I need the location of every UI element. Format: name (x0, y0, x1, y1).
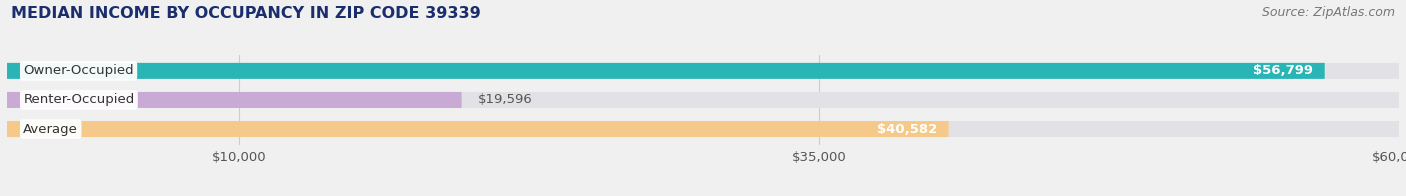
FancyBboxPatch shape (7, 121, 949, 137)
Text: Source: ZipAtlas.com: Source: ZipAtlas.com (1261, 6, 1395, 19)
Text: MEDIAN INCOME BY OCCUPANCY IN ZIP CODE 39339: MEDIAN INCOME BY OCCUPANCY IN ZIP CODE 3… (11, 6, 481, 21)
FancyBboxPatch shape (7, 92, 1399, 108)
Text: Average: Average (24, 122, 79, 136)
Text: Owner-Occupied: Owner-Occupied (24, 64, 134, 77)
FancyBboxPatch shape (7, 63, 1399, 79)
FancyBboxPatch shape (7, 92, 461, 108)
FancyBboxPatch shape (7, 121, 1399, 137)
Text: $56,799: $56,799 (1253, 64, 1313, 77)
Text: Renter-Occupied: Renter-Occupied (24, 93, 135, 106)
FancyBboxPatch shape (7, 63, 1324, 79)
Text: $19,596: $19,596 (478, 93, 533, 106)
Text: $40,582: $40,582 (877, 122, 936, 136)
